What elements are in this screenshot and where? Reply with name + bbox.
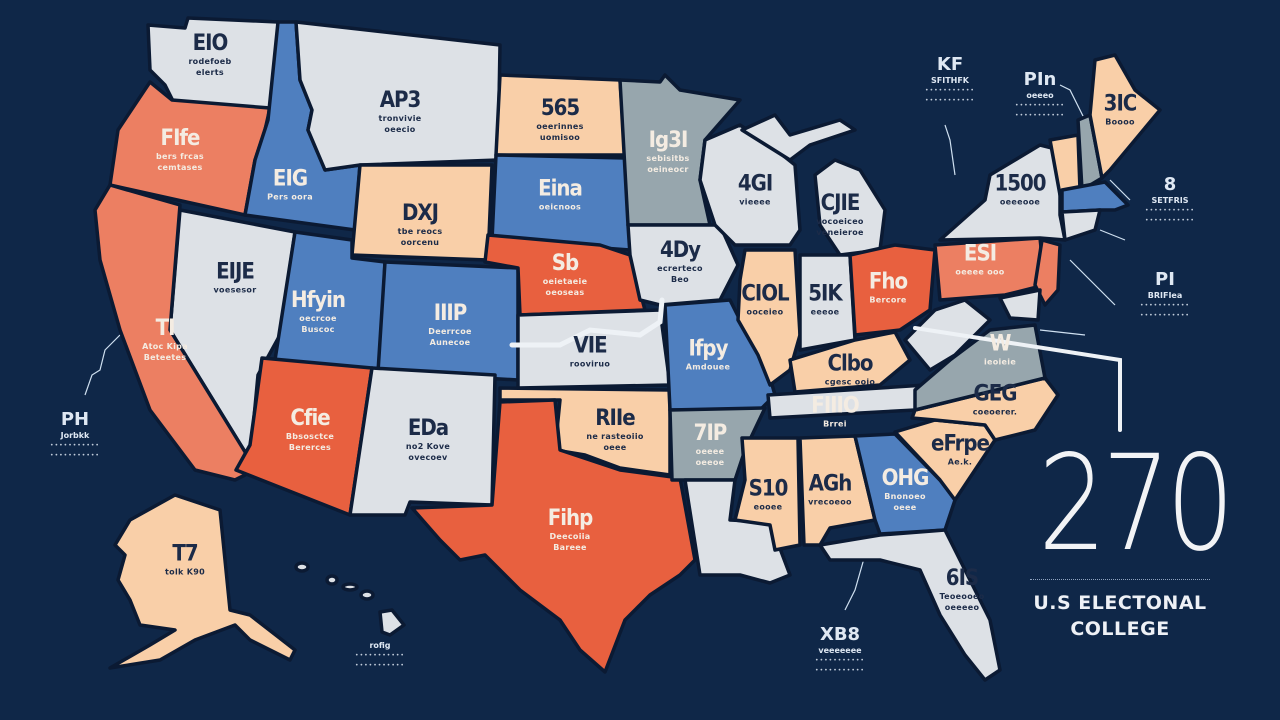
state-ca[interactable] bbox=[93, 183, 252, 482]
callout-fineprint: ••••••••••• bbox=[1145, 217, 1195, 224]
state-ia[interactable] bbox=[626, 223, 740, 307]
state-co[interactable] bbox=[376, 260, 520, 382]
title-line-1: U.S ELECTONAL bbox=[1033, 592, 1207, 614]
leader-lines bbox=[84, 84, 1131, 611]
callout-fineprint: ••••••••••• bbox=[355, 662, 405, 669]
callout-fineprint: ••••••••••• bbox=[50, 442, 100, 449]
state-in[interactable] bbox=[798, 253, 857, 352]
callout-ne-note-3: 8 SETFRIS ••••••••••• ••••••••••• bbox=[1145, 175, 1195, 226]
callout-ne-note-1: KF SFITHFK ••••••••••• ••••••••••• bbox=[925, 55, 975, 106]
state-fl[interactable] bbox=[818, 528, 1002, 682]
state-la[interactable] bbox=[683, 478, 792, 585]
callout-value: PI bbox=[1155, 269, 1175, 290]
callout-caption: SFITHFK bbox=[930, 76, 970, 85]
state-hi-4[interactable] bbox=[359, 589, 375, 601]
callout-caption: Jorbkk bbox=[60, 431, 90, 440]
callout-value: KF bbox=[936, 54, 964, 75]
state-ar[interactable] bbox=[668, 406, 767, 482]
state-ny[interactable] bbox=[938, 143, 1067, 242]
state-az[interactable] bbox=[234, 356, 374, 517]
state-nj[interactable] bbox=[1033, 238, 1062, 307]
state-me[interactable] bbox=[1088, 53, 1162, 180]
callout-caption: oeeeo bbox=[1026, 91, 1054, 100]
callout-fineprint: ••••••••••• bbox=[1015, 102, 1065, 109]
callout-fineprint: ••••••••••• bbox=[815, 657, 865, 664]
state-mi-upper[interactable] bbox=[740, 113, 857, 162]
connector-line bbox=[509, 297, 1122, 432]
state-nd[interactable] bbox=[494, 73, 627, 157]
state-nm[interactable] bbox=[348, 366, 497, 517]
callout-value: PH bbox=[60, 409, 90, 430]
callout-fineprint: ••••••••••• bbox=[925, 87, 975, 94]
callout-caption: BRIFIea bbox=[1147, 291, 1183, 300]
state-oh[interactable] bbox=[848, 243, 937, 337]
callout-fineprint: ••••••••••• bbox=[1145, 207, 1195, 214]
callout-caption: rofig bbox=[369, 641, 391, 650]
state-mi[interactable] bbox=[813, 158, 887, 257]
state-ms[interactable] bbox=[733, 436, 802, 552]
state-wy[interactable] bbox=[350, 163, 494, 262]
state-mt[interactable] bbox=[294, 20, 502, 172]
callout-caption: SETFRIS bbox=[1151, 196, 1189, 205]
state-ks[interactable] bbox=[516, 308, 672, 390]
state-nc[interactable] bbox=[910, 376, 1060, 442]
state-hi-5[interactable] bbox=[378, 608, 406, 637]
state-tn[interactable] bbox=[766, 383, 927, 420]
state-ma[interactable] bbox=[1060, 180, 1130, 214]
title-line-2: COLLEGE bbox=[1070, 618, 1170, 640]
state-hi-1[interactable] bbox=[294, 561, 310, 573]
callout-caption: veeeeeee bbox=[818, 646, 862, 655]
callout-fineprint: ••••••••••• bbox=[1015, 112, 1065, 119]
callout-fineprint: ••••••••••• bbox=[925, 97, 975, 104]
state-il[interactable] bbox=[736, 248, 802, 387]
callout-fineprint: ••••••••••• bbox=[815, 667, 865, 674]
state-md-de[interactable] bbox=[998, 288, 1042, 322]
state-hi-3[interactable] bbox=[341, 582, 359, 592]
callout-fineprint: ••••••••••• bbox=[1140, 312, 1190, 319]
callout-ne-note-4: PI BRIFIea ••••••••••• ••••••••••• bbox=[1140, 270, 1190, 321]
callout-fineprint: ••••••••••• bbox=[50, 452, 100, 459]
callout-value: PIn bbox=[1023, 69, 1057, 90]
callout-pacific-note: PH Jorbkk ••••••••••• ••••••••••• bbox=[50, 410, 100, 461]
callout-ne-note-2: PIn oeeeo ••••••••••• ••••••••••• bbox=[1015, 70, 1065, 121]
callout-value: XB8 bbox=[819, 624, 861, 645]
callout-gulf-note: XB8 veeeeeee ••••••••••• ••••••••••• bbox=[815, 625, 865, 676]
callout-value: 8 bbox=[1163, 174, 1177, 195]
state-ct-ri[interactable] bbox=[1060, 208, 1102, 242]
state-hi-2[interactable] bbox=[325, 574, 339, 586]
divider bbox=[1030, 579, 1210, 580]
callout-hawaii-note: rofig ••••••••••• ••••••••••• bbox=[355, 640, 405, 671]
callout-fineprint: ••••••••••• bbox=[355, 652, 405, 659]
electoral-votes-number: 270 bbox=[1038, 427, 1235, 581]
state-ak[interactable] bbox=[108, 493, 297, 670]
page-title: U.S ELECTONAL COLLEGE bbox=[1020, 590, 1220, 642]
callout-fineprint: ••••••••••• bbox=[1140, 302, 1190, 309]
